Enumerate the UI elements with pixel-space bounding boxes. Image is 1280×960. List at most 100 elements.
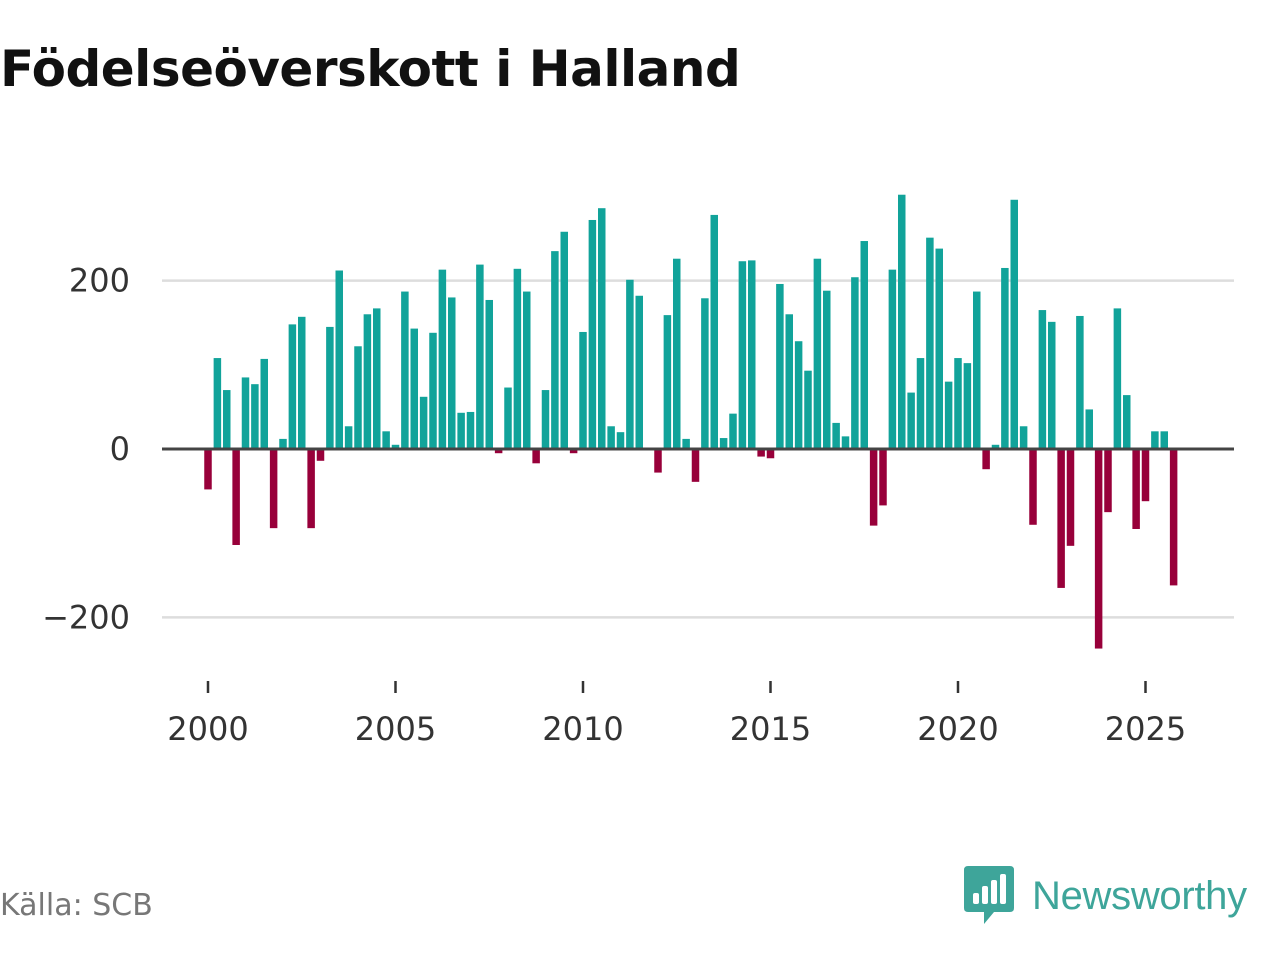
bar <box>354 346 362 449</box>
bar <box>935 248 943 449</box>
bar <box>1141 449 1150 502</box>
bar <box>401 291 409 449</box>
source-label: Källa: SCB <box>0 888 153 923</box>
bar <box>232 449 240 545</box>
bar <box>1094 449 1103 649</box>
x-tick-label: 2020 <box>917 710 998 748</box>
bar <box>907 392 915 449</box>
bar <box>1066 449 1075 546</box>
bar <box>307 449 315 529</box>
bar <box>523 291 531 449</box>
bar <box>860 241 868 449</box>
bar <box>1001 267 1009 449</box>
bar <box>419 396 428 449</box>
bar <box>691 449 700 482</box>
chart-title: Födelseöverskott i Halland <box>0 40 741 98</box>
bar <box>269 449 278 529</box>
bar <box>373 308 381 449</box>
bar <box>382 431 390 449</box>
bar <box>944 381 953 449</box>
bar <box>776 283 784 449</box>
bar <box>1057 449 1065 588</box>
bar <box>223 390 231 449</box>
bar <box>204 449 212 490</box>
bar <box>569 449 578 454</box>
x-tick-label: 2010 <box>542 710 623 748</box>
bar <box>1010 199 1018 449</box>
bar <box>1104 449 1112 513</box>
bar <box>879 449 887 506</box>
bar <box>279 438 287 449</box>
bar <box>635 295 643 449</box>
newsworthy-logo-icon <box>964 866 1014 924</box>
bar <box>738 261 747 449</box>
y-tick-label: 0 <box>110 430 130 468</box>
bar <box>513 268 522 449</box>
bar <box>1085 409 1093 449</box>
bar <box>626 279 634 449</box>
bar <box>410 328 418 449</box>
bar <box>598 208 606 449</box>
bar <box>241 377 250 449</box>
bar <box>869 449 878 526</box>
y-tick-label: −200 <box>42 598 130 636</box>
bar <box>1038 310 1047 449</box>
brand-logo[interactable]: Newsworthy <box>964 866 1247 926</box>
bar <box>1113 308 1122 449</box>
bar <box>457 412 465 449</box>
bar <box>1123 395 1131 449</box>
bar <box>429 332 437 449</box>
bar <box>1160 431 1168 449</box>
bar <box>316 449 325 461</box>
bar <box>363 314 372 449</box>
bar <box>991 444 1000 449</box>
bar <box>701 298 709 449</box>
bar <box>851 277 859 449</box>
bar <box>729 413 737 449</box>
brand-name: Newsworthy <box>1032 873 1247 918</box>
x-tick-label: 2015 <box>730 710 811 748</box>
bar <box>916 358 925 449</box>
bar <box>748 260 756 449</box>
bar <box>654 449 662 473</box>
bar <box>682 438 690 449</box>
bar <box>288 324 297 449</box>
bar <box>888 269 897 449</box>
bar <box>1029 449 1037 525</box>
bar <box>982 449 990 470</box>
bar-layer <box>204 194 1178 649</box>
bar <box>1169 449 1178 586</box>
bar <box>898 194 906 449</box>
bar <box>710 214 718 449</box>
bar <box>963 363 972 449</box>
bar <box>841 436 850 449</box>
bar <box>813 258 822 449</box>
bar <box>616 432 625 449</box>
x-tick-label: 2005 <box>355 710 436 748</box>
bar <box>673 258 681 449</box>
bar <box>560 231 568 449</box>
bar <box>794 341 803 449</box>
bar <box>1151 431 1159 449</box>
bar <box>485 299 493 449</box>
bar <box>588 219 597 449</box>
bar <box>298 316 306 449</box>
bar <box>926 237 934 449</box>
bar <box>391 444 400 449</box>
bar <box>1019 426 1028 449</box>
bar <box>260 358 268 449</box>
bar <box>326 326 334 449</box>
bar <box>344 426 353 449</box>
bar <box>579 331 587 449</box>
bar <box>719 438 728 449</box>
bar <box>766 449 775 459</box>
bar <box>757 449 765 457</box>
bar <box>607 426 615 449</box>
bar <box>832 422 840 449</box>
bar <box>466 411 475 449</box>
bar <box>335 270 343 449</box>
bar <box>1076 315 1084 449</box>
bar <box>663 315 672 449</box>
